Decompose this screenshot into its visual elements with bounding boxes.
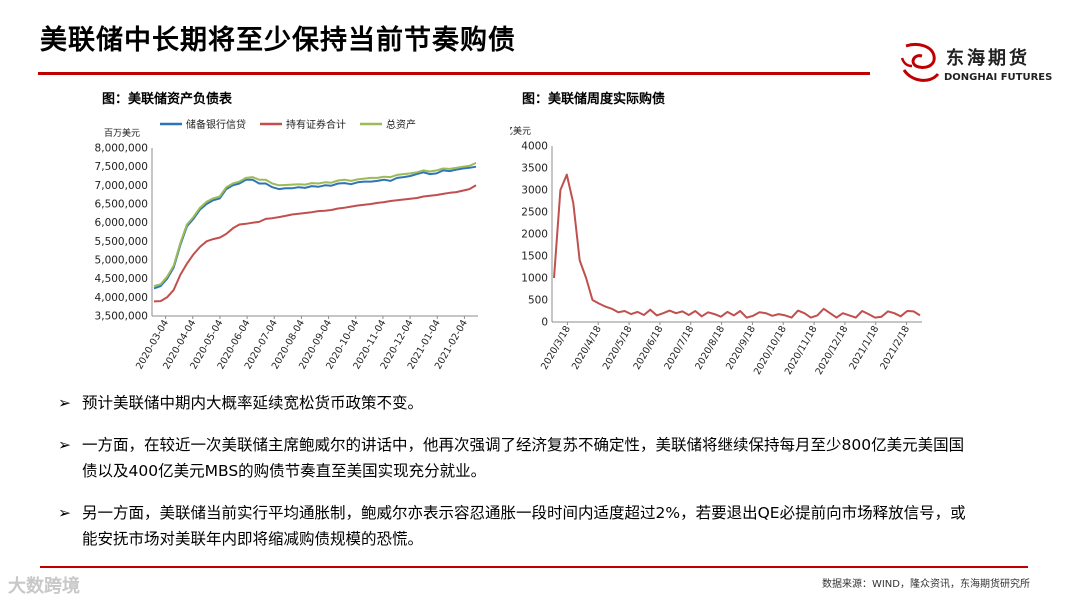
y-tick-label: 3,500,000: [95, 311, 148, 323]
x-tick-label: 2020/3/18: [539, 324, 573, 372]
y-tick-label: 1000: [521, 273, 548, 285]
bullet-arrow-icon: ➢: [58, 504, 71, 522]
y-axis-unit: 亿美元: [510, 125, 531, 137]
bullet-item: ➢ 另一方面，美联储当前实行平均通胀制，鲍威尔亦表示容忍通胀一段时间内适度超过2…: [58, 500, 978, 552]
y-tick-label: 4,500,000: [95, 273, 148, 285]
x-tick-label: 2020/5/18: [601, 324, 635, 372]
company-logo: 东海期货 DONGHAI FUTURES: [898, 40, 1058, 92]
watermark: 大数跨境: [8, 576, 80, 597]
x-tick-label: 2021/1/18: [847, 324, 881, 372]
bullet-item: ➢ 一方面，在较近一次美联储主席鲍威尔的讲话中，他再次强调了经济复苏不确定性，美…: [58, 432, 978, 484]
legend-label: 总资产: [386, 118, 416, 131]
logo-text-en: DONGHAI FUTURES: [944, 72, 1053, 83]
x-tick-label: 2020/8/18: [693, 324, 727, 372]
y-tick-label: 4000: [521, 141, 548, 153]
x-tick-label: 2021/2/18: [878, 324, 912, 372]
y-tick-label: 7,500,000: [95, 161, 148, 173]
y-tick-label: 2000: [521, 229, 548, 241]
weekly-purchases-chart: 亿美元 0 500 1000 1500 2000 2500 3000 3500 4000 2020/…: [510, 125, 922, 377]
y-tick-label: 3500: [521, 163, 548, 175]
y-tick-label: 3000: [521, 185, 548, 197]
bullet-arrow-icon: ➢: [58, 436, 71, 454]
x-tick-label: 2020/4/18: [570, 324, 604, 372]
page-title: 美联储中长期将至少保持当前节奏购债: [40, 25, 516, 56]
series-line: [153, 161, 477, 288]
series-line: [153, 165, 477, 290]
y-tick-label: 500: [528, 295, 548, 307]
bullet-text: 另一方面，美联储当前实行平均通胀制，鲍威尔亦表示容忍通胀一段时间内适度超过2%，…: [82, 504, 966, 548]
y-tick-label: 7,000,000: [95, 180, 148, 192]
bullet-text: 一方面，在较近一次美联储主席鲍威尔的讲话中，他再次强调了经济复苏不确定性，美联储…: [82, 436, 965, 480]
bullet-arrow-icon: ➢: [58, 394, 71, 412]
balance-sheet-chart: 百万美元 3,500,000 4,000,000 4,500,000 5,000,000…: [95, 118, 478, 371]
bullet-list: ➢ 预计美联储中期内大概率延续宽松货币政策不变。 ➢ 一方面，在较近一次美联储主…: [58, 390, 978, 568]
legend-label: 持有证券合计: [286, 118, 346, 131]
chart-title-balance-sheet: 图：美联储资产负债表: [102, 92, 233, 107]
y-tick-label: 2500: [521, 207, 548, 219]
series-line: [153, 184, 477, 303]
footer-divider: [40, 566, 1028, 568]
y-tick-label: 0: [541, 317, 548, 329]
logo-text-cn: 东海期货: [946, 48, 1030, 69]
x-tick-label: 2020/7/18: [662, 324, 696, 372]
title-divider: [38, 72, 870, 75]
y-tick-label: 8,000,000: [95, 143, 148, 155]
y-tick-label: 1500: [521, 251, 548, 263]
x-tick-label: 2020/12/18: [814, 324, 851, 377]
y-tick-label: 5,500,000: [95, 236, 148, 248]
legend-label: 储备银行信贷: [186, 118, 246, 131]
source-note: 数据来源：WIND，隆众资讯，东海期货研究所: [821, 579, 1030, 590]
y-tick-label: 4,000,000: [95, 292, 148, 304]
logo-emblem-icon: [900, 42, 940, 82]
bullet-text: 预计美联储中期内大概率延续宽松货币政策不变。: [82, 394, 424, 412]
y-axis-unit: 百万美元: [104, 127, 140, 139]
chart-title-weekly-purchases: 图：美联储周度实际购债: [522, 92, 666, 107]
y-tick-label: 6,500,000: [95, 199, 148, 211]
series-line: [553, 173, 921, 319]
y-tick-label: 6,000,000: [95, 217, 148, 229]
x-tick-label: 2020/9/18: [724, 324, 758, 372]
x-tick-label: 2020/6/18: [632, 324, 666, 372]
y-tick-label: 5,000,000: [95, 255, 148, 267]
bullet-item: ➢ 预计美联储中期内大概率延续宽松货币政策不变。: [58, 390, 978, 416]
